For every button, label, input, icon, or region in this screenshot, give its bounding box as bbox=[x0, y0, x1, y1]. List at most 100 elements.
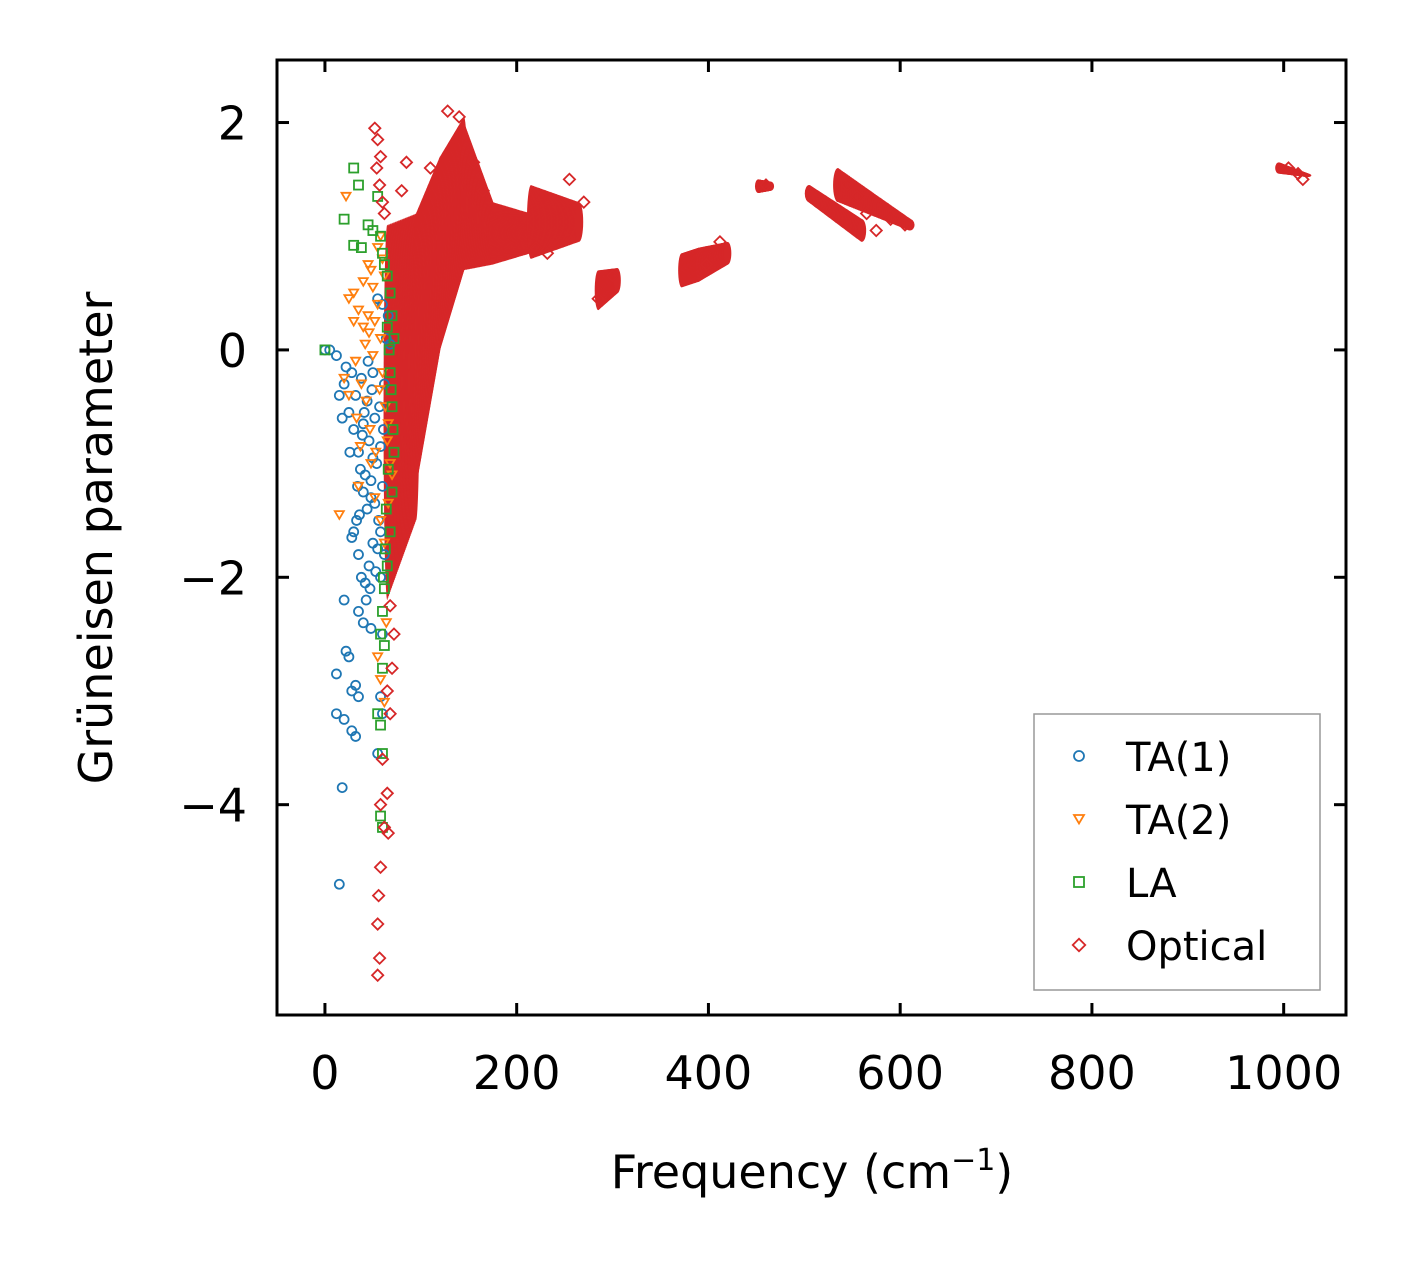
data-point bbox=[386, 401, 398, 413]
data-point bbox=[376, 254, 389, 265]
y-tick-label: 0 bbox=[218, 324, 247, 378]
data-point bbox=[350, 731, 362, 742]
plot-frame bbox=[275, 58, 1348, 1017]
data-point bbox=[363, 560, 375, 572]
data-point bbox=[379, 543, 391, 555]
data-point bbox=[381, 321, 393, 333]
data-point bbox=[540, 246, 555, 261]
data-point bbox=[352, 305, 365, 316]
data-point bbox=[375, 752, 390, 767]
legend-marker bbox=[1071, 937, 1087, 953]
data-point bbox=[381, 436, 394, 447]
data-point bbox=[384, 459, 397, 470]
x-axis-label-suffix: ) bbox=[995, 1145, 1013, 1199]
data-point bbox=[355, 372, 367, 384]
data-point bbox=[355, 463, 366, 475]
data-point bbox=[377, 247, 388, 259]
data-point bbox=[347, 288, 360, 299]
data-point bbox=[364, 459, 378, 470]
data-point bbox=[378, 583, 390, 595]
data-point bbox=[367, 537, 379, 549]
data-point bbox=[1295, 172, 1310, 187]
data-point bbox=[355, 242, 367, 253]
data-point bbox=[353, 179, 364, 191]
data-point bbox=[370, 968, 385, 983]
data-point bbox=[333, 389, 345, 401]
data-point bbox=[362, 260, 375, 271]
optical-dense-band bbox=[574, 202, 584, 242]
scatter-layer bbox=[319, 104, 1312, 983]
data-point bbox=[364, 265, 378, 277]
data-point bbox=[378, 549, 390, 560]
data-point bbox=[373, 385, 386, 396]
optical-cluster bbox=[723, 241, 732, 265]
data-point bbox=[360, 396, 373, 407]
data-point bbox=[378, 640, 390, 651]
data-point bbox=[353, 691, 364, 703]
data-point bbox=[338, 594, 350, 606]
data-point bbox=[387, 424, 399, 435]
data-point bbox=[399, 155, 414, 170]
data-point bbox=[362, 328, 376, 339]
data-point bbox=[528, 240, 543, 255]
data-point bbox=[713, 235, 727, 249]
data-point bbox=[375, 441, 386, 452]
data-point bbox=[370, 566, 382, 578]
data-point bbox=[699, 257, 714, 272]
data-point bbox=[364, 583, 376, 595]
y-tick-label: −2 bbox=[179, 551, 247, 605]
data-point bbox=[388, 446, 400, 458]
data-point bbox=[353, 605, 364, 617]
series-optical bbox=[367, 104, 1310, 983]
data-point bbox=[367, 367, 379, 379]
data-point bbox=[375, 628, 386, 640]
data-point bbox=[356, 429, 368, 441]
data-point bbox=[338, 378, 350, 390]
data-point bbox=[375, 230, 386, 242]
data-point bbox=[374, 334, 387, 345]
data-point bbox=[375, 195, 390, 210]
ticks-layer: 0 200 400 600 800 1000 2 0 −2 −4 bbox=[179, 60, 1346, 1100]
data-point bbox=[350, 679, 362, 691]
data-point bbox=[343, 407, 355, 418]
data-point bbox=[319, 344, 331, 356]
data-point bbox=[354, 509, 365, 521]
data-point bbox=[346, 532, 358, 543]
data-point bbox=[377, 480, 388, 492]
data-point bbox=[350, 413, 363, 424]
data-point bbox=[383, 344, 395, 356]
data-point bbox=[381, 270, 393, 282]
data-point bbox=[375, 571, 386, 583]
data-point bbox=[366, 351, 379, 362]
data-point bbox=[591, 291, 606, 306]
data-point bbox=[374, 515, 387, 527]
data-point bbox=[384, 287, 396, 299]
data-point bbox=[344, 446, 356, 458]
data-point bbox=[373, 860, 388, 875]
data-point bbox=[394, 183, 409, 198]
series-ta-1- bbox=[319, 293, 396, 890]
data-point bbox=[355, 379, 368, 390]
data-point bbox=[377, 748, 388, 759]
data-point bbox=[850, 189, 864, 204]
data-point bbox=[331, 708, 342, 720]
data-point bbox=[351, 515, 362, 526]
data-point bbox=[381, 560, 393, 572]
data-point bbox=[372, 708, 384, 720]
data-point bbox=[360, 594, 372, 606]
data-point bbox=[371, 888, 386, 903]
data-point bbox=[340, 645, 352, 657]
legend-label: TA(1) bbox=[1125, 735, 1231, 781]
legend-label: Optical bbox=[1126, 924, 1267, 970]
data-point bbox=[347, 316, 360, 328]
x-tick-label: 1000 bbox=[1225, 1046, 1342, 1100]
data-point bbox=[452, 109, 467, 124]
data-point bbox=[368, 493, 381, 504]
data-point bbox=[370, 917, 385, 931]
data-point bbox=[369, 497, 381, 509]
data-point bbox=[859, 206, 874, 221]
data-point bbox=[369, 412, 381, 424]
data-point bbox=[367, 225, 379, 236]
data-point bbox=[338, 714, 350, 725]
